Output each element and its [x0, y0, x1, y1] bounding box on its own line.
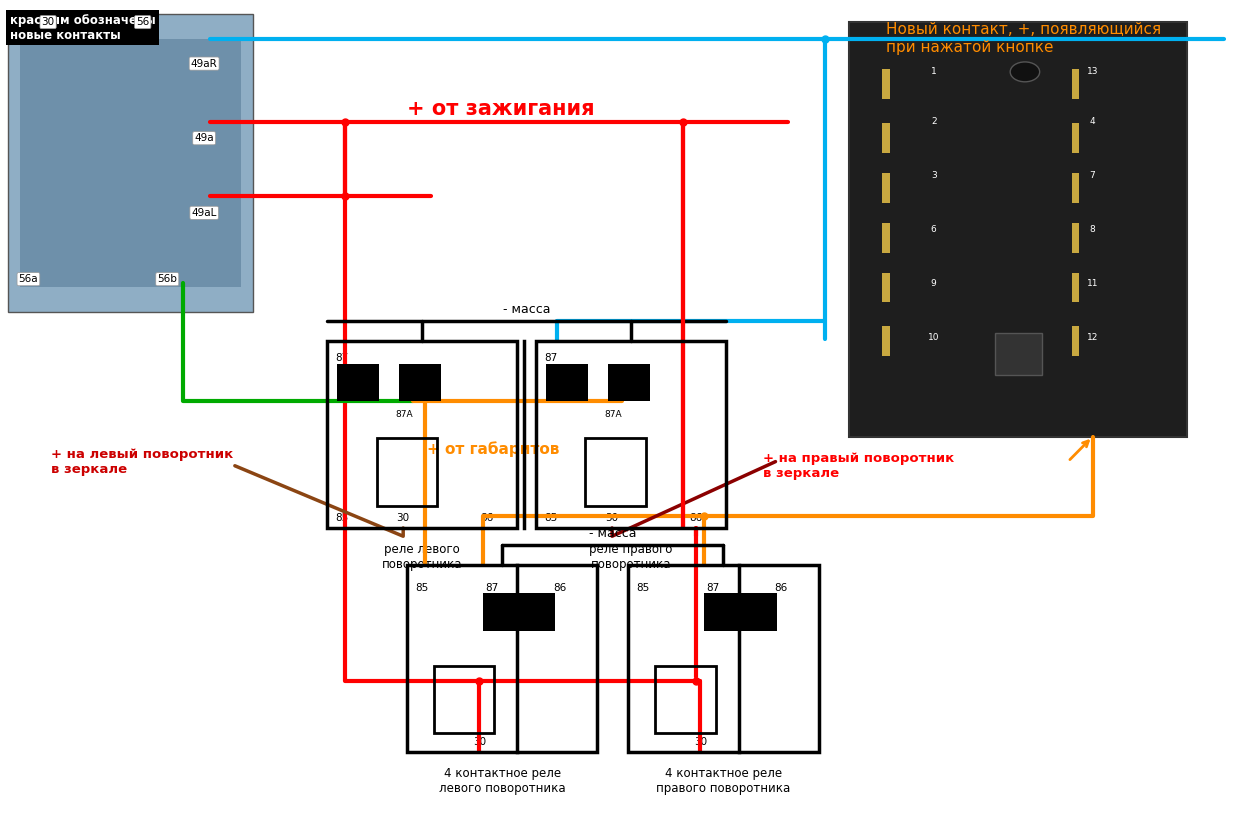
Bar — [608, 364, 650, 401]
Text: реле правого
поворотника: реле правого поворотника — [589, 542, 672, 571]
Text: 87A: 87A — [396, 410, 413, 419]
Bar — [483, 593, 556, 631]
Bar — [586, 438, 646, 506]
Bar — [1072, 326, 1080, 356]
Text: 85: 85 — [636, 582, 650, 592]
Text: реле левого
поворотника: реле левого поворотника — [383, 542, 463, 571]
Text: - масса: - масса — [503, 304, 551, 316]
Text: 85: 85 — [416, 582, 428, 592]
Text: 56a: 56a — [19, 275, 38, 285]
Text: 7: 7 — [1089, 171, 1096, 180]
Bar — [376, 438, 437, 506]
Text: - масса: - масса — [589, 527, 636, 540]
Text: 49aL: 49aL — [192, 208, 217, 218]
Text: 86: 86 — [480, 513, 494, 523]
Bar — [994, 333, 1042, 374]
Text: 87: 87 — [706, 582, 719, 592]
Text: 49aR: 49aR — [191, 58, 218, 68]
Text: 85: 85 — [545, 513, 558, 523]
Text: 4 контактное реле
правого поворотника: 4 контактное реле правого поворотника — [656, 767, 790, 795]
Text: 13: 13 — [1087, 67, 1098, 77]
Text: красным обозначены
новые контакты: красным обозначены новые контакты — [10, 14, 156, 42]
Text: 11: 11 — [1087, 279, 1098, 288]
Text: 56: 56 — [136, 17, 150, 27]
Text: + от зажигания: + от зажигания — [407, 99, 594, 119]
Text: 87: 87 — [485, 582, 498, 592]
Bar — [704, 593, 776, 631]
Text: 56b: 56b — [157, 275, 177, 285]
Bar — [1072, 123, 1080, 153]
Text: 12: 12 — [1087, 333, 1098, 342]
Text: 10: 10 — [928, 333, 940, 342]
Text: 30: 30 — [605, 513, 619, 523]
Bar — [655, 666, 716, 733]
Bar — [327, 341, 517, 528]
Bar — [546, 364, 588, 401]
Text: 86: 86 — [775, 582, 787, 592]
Bar — [849, 22, 1187, 437]
Text: 2: 2 — [931, 117, 936, 126]
Bar — [536, 341, 727, 528]
Text: 3: 3 — [931, 171, 937, 180]
Text: + на правый поворотник
в зеркале: + на правый поворотник в зеркале — [763, 452, 954, 480]
Bar — [1072, 273, 1080, 302]
Bar — [7, 14, 254, 312]
Bar — [883, 69, 890, 99]
Circle shape — [1010, 62, 1040, 82]
Text: + от габаритов: + от габаритов — [427, 441, 560, 457]
Text: 4: 4 — [1089, 117, 1096, 126]
Bar — [20, 39, 241, 288]
Bar — [628, 565, 818, 752]
Bar — [1072, 173, 1080, 203]
Text: 1: 1 — [931, 67, 937, 77]
Bar — [337, 364, 379, 401]
Text: 30: 30 — [42, 17, 54, 27]
Text: 87A: 87A — [604, 410, 621, 419]
Text: 30: 30 — [396, 513, 410, 523]
Bar — [1072, 223, 1080, 253]
Bar — [883, 273, 890, 302]
Text: 4 контактное реле
левого поворотника: 4 контактное реле левого поворотника — [438, 767, 566, 795]
Text: 8: 8 — [1089, 225, 1096, 234]
Bar — [407, 565, 597, 752]
Text: 86: 86 — [553, 582, 567, 592]
Bar — [883, 173, 890, 203]
Bar — [1072, 69, 1080, 99]
Text: 86: 86 — [690, 513, 702, 523]
Bar — [883, 326, 890, 356]
Text: 30: 30 — [693, 737, 707, 747]
Text: 49a: 49a — [194, 133, 214, 143]
Text: 87: 87 — [335, 353, 349, 363]
Text: + на левый поворотник
в зеркале: + на левый поворотник в зеркале — [51, 448, 233, 476]
Bar — [883, 223, 890, 253]
Text: 6: 6 — [931, 225, 937, 234]
Bar — [400, 364, 441, 401]
Text: Новый контакт, +, появляющийся
при нажатой кнопке: Новый контакт, +, появляющийся при нажат… — [886, 22, 1161, 55]
Text: 87: 87 — [545, 353, 558, 363]
Bar — [433, 666, 494, 733]
Text: 85: 85 — [335, 513, 349, 523]
Text: 9: 9 — [931, 279, 937, 288]
Text: 30: 30 — [473, 737, 485, 747]
Bar — [883, 123, 890, 153]
